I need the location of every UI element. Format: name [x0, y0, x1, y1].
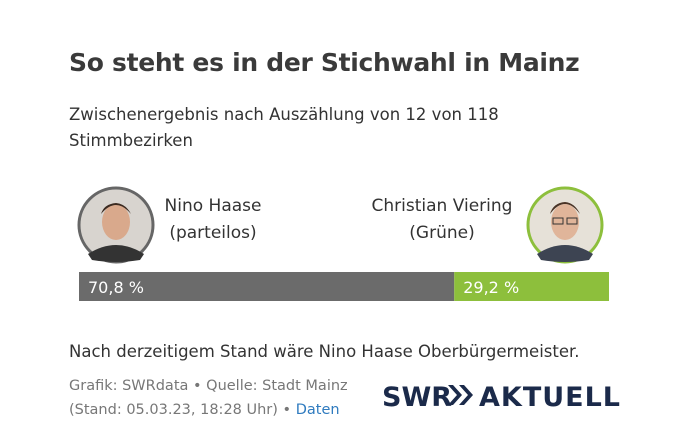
bar [79, 272, 455, 301]
subtitle: Zwischenergebnis nach Auszählung von 12 … [69, 105, 499, 150]
value-label: 70,8 % [88, 278, 144, 297]
candidate-name: Nino Haase [165, 196, 262, 216]
data-link[interactable]: Daten [295, 402, 340, 418]
source-text: Grafik: SWRdata • Quelle: Stadt Mainz (S… [69, 378, 348, 418]
logo-text: SWR [382, 382, 452, 413]
photo-left [77, 186, 155, 264]
value-label: 29,2 % [463, 278, 519, 297]
title: So steht es in der Stichwahl in Mainz [69, 48, 580, 77]
candidate-party: (parteilos) [169, 223, 256, 243]
source: Grafik: SWRdata • Quelle: Stadt Mainz (S… [69, 374, 379, 422]
logo-text: AKTUELL [479, 382, 621, 413]
candidate-name: Christian Viering [372, 196, 513, 216]
candidate-party: (Grüne) [409, 223, 474, 243]
photo-right [526, 186, 604, 264]
logo: SWR AKTUELL [382, 382, 621, 413]
bar [454, 272, 609, 301]
note: Nach derzeitigem Stand wäre Nino Haase O… [69, 342, 580, 361]
